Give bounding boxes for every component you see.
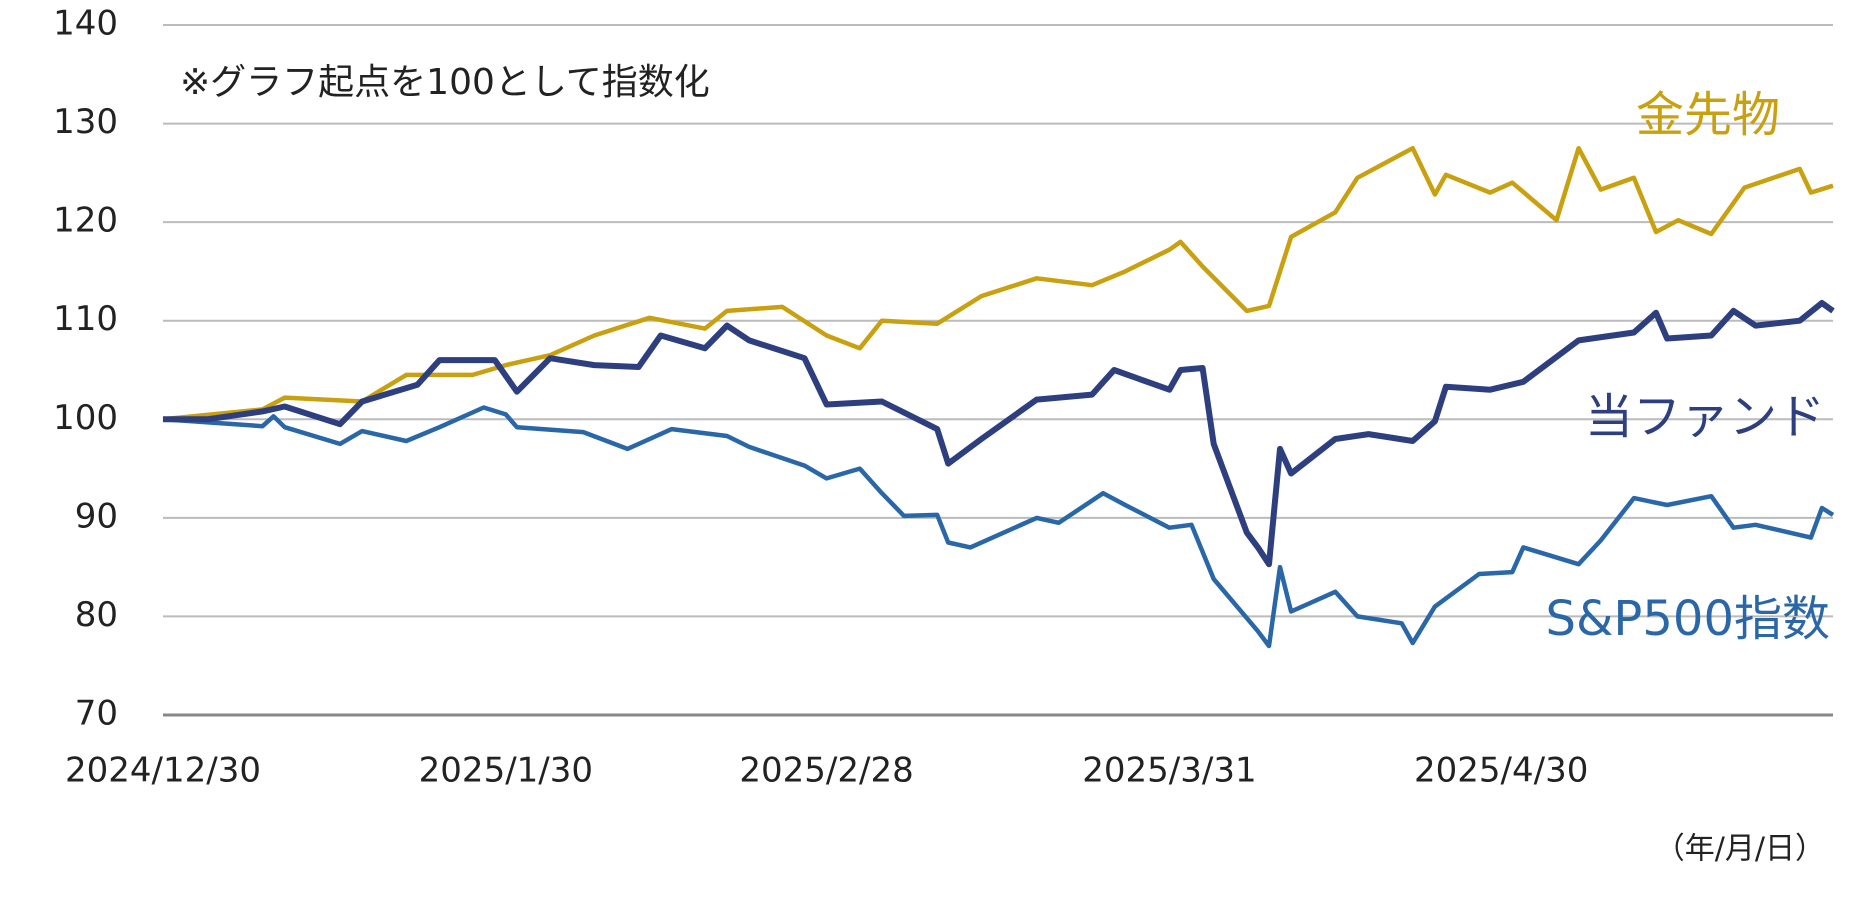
x-tick-label: 2025/1/30 [419, 751, 593, 791]
y-tick-label: 130 [53, 102, 118, 142]
line-series [162, 145, 1834, 422]
x-axis-label: （年/月/日） [1655, 832, 1825, 867]
y-tick-label: 70 [75, 694, 118, 734]
series-label: S&P500指数 [1546, 591, 1830, 647]
x-tick-label: 2025/3/31 [1082, 751, 1256, 791]
y-tick-label: 110 [53, 299, 118, 339]
x-tick-label: 2025/2/28 [739, 751, 913, 791]
line-series [162, 405, 1835, 649]
y-tick-label: 120 [53, 201, 118, 241]
series-label: 当ファンド [1585, 389, 1825, 445]
y-tick-label: 80 [75, 595, 118, 635]
y-tick-label: 100 [53, 398, 118, 438]
y-tick-label: 90 [75, 496, 118, 536]
x-tick-label: 2025/4/30 [1414, 751, 1588, 791]
annotation: ※グラフ起点を100として指数化 [180, 62, 710, 103]
line-series [163, 300, 1835, 568]
x-tick-label: 2024/12/30 [65, 751, 261, 791]
series-label: 金先物 [1636, 87, 1780, 143]
y-tick-label: 140 [53, 4, 118, 44]
